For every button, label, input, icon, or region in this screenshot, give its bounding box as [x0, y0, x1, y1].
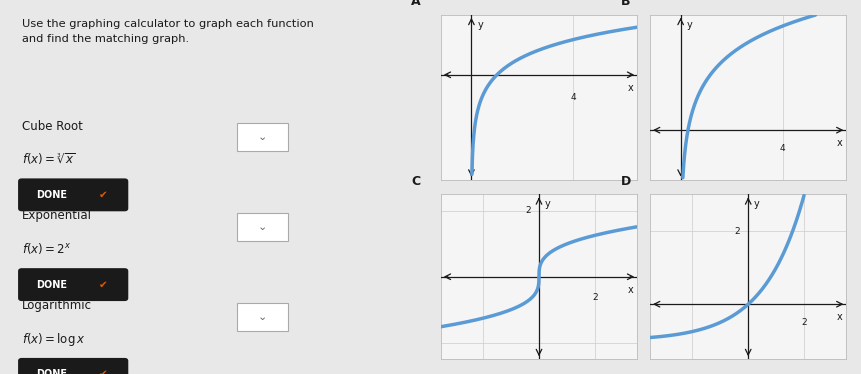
- Text: $f(x) = 2^x$: $f(x) = 2^x$: [22, 241, 71, 256]
- Text: 2: 2: [525, 206, 531, 215]
- Text: $f(x) = \log x$: $f(x) = \log x$: [22, 331, 85, 348]
- Text: D: D: [621, 175, 631, 188]
- Text: x: x: [837, 312, 842, 322]
- Text: DONE: DONE: [36, 280, 67, 289]
- Text: A: A: [412, 0, 421, 8]
- Text: 2: 2: [734, 227, 740, 236]
- Text: B: B: [621, 0, 630, 8]
- Text: Exponential: Exponential: [22, 209, 91, 223]
- Text: Use the graphing calculator to graph each function
and find the matching graph.: Use the graphing calculator to graph eac…: [22, 19, 313, 43]
- Text: ⌄: ⌄: [258, 132, 267, 142]
- Text: x: x: [837, 138, 842, 148]
- Text: ⌄: ⌄: [258, 312, 267, 322]
- Text: 2: 2: [802, 318, 807, 328]
- Text: y: y: [686, 20, 692, 30]
- FancyBboxPatch shape: [237, 123, 288, 151]
- Text: DONE: DONE: [36, 190, 67, 200]
- FancyBboxPatch shape: [237, 213, 288, 241]
- Text: C: C: [412, 175, 420, 188]
- Text: x: x: [628, 285, 633, 295]
- Text: 2: 2: [592, 293, 598, 302]
- FancyBboxPatch shape: [18, 178, 128, 211]
- Text: y: y: [754, 199, 760, 209]
- Text: y: y: [477, 20, 483, 30]
- Text: ✔: ✔: [99, 370, 108, 374]
- Text: ⌄: ⌄: [258, 222, 267, 232]
- Text: Logarithmic: Logarithmic: [22, 299, 91, 312]
- FancyBboxPatch shape: [18, 358, 128, 374]
- Text: 4: 4: [571, 93, 576, 102]
- Text: Cube Root: Cube Root: [22, 120, 83, 133]
- FancyBboxPatch shape: [18, 268, 128, 301]
- Text: 4: 4: [780, 144, 785, 153]
- Text: $f(x) = \sqrt[3]{x}$: $f(x) = \sqrt[3]{x}$: [22, 151, 76, 167]
- Text: x: x: [628, 83, 633, 93]
- Text: ✔: ✔: [99, 280, 108, 289]
- Text: ✔: ✔: [99, 190, 108, 200]
- FancyBboxPatch shape: [237, 303, 288, 331]
- Text: y: y: [545, 199, 551, 209]
- Text: DONE: DONE: [36, 370, 67, 374]
